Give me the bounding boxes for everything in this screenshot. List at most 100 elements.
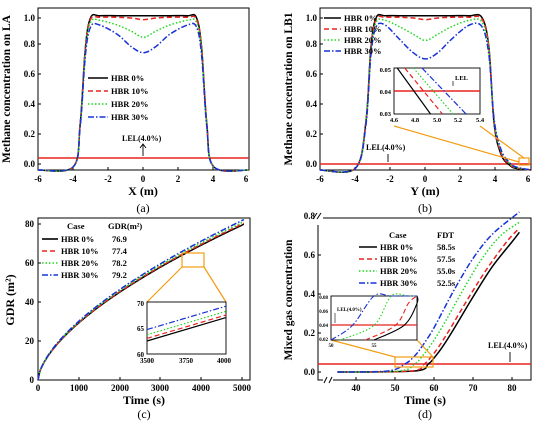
panel-c-y-ticks: 0 20 40 60 80 — [25, 219, 35, 385]
legend-label: HBR 10% — [380, 254, 418, 264]
legend-label: HBR 30% — [344, 46, 382, 56]
panel-d-zoom-box — [394, 356, 434, 368]
legend-label: HBR 20% — [61, 258, 99, 268]
legend-value: 58.5s — [437, 242, 456, 252]
panel-d-inset-ytick: 0.04 — [319, 324, 328, 329]
panel-d-series — [337, 211, 520, 373]
legend-value: 55.0s — [437, 266, 456, 276]
panel-c-ytick: 20 — [25, 336, 35, 346]
panel-b-y-ticks: 0.0 0.2 0.4 0.6 0.8 1.0 — [306, 13, 318, 169]
legend-label: HBR 30% — [380, 278, 418, 288]
panel-d-ytick: 0.8 — [304, 211, 316, 221]
panel-b-series-hbr30-line — [319, 22, 532, 173]
panel-d-ytick: 0.0 — [304, 367, 316, 377]
panel-d-axis-break-bottom-mark — [323, 376, 333, 384]
panel-b-zoom-connector — [393, 125, 525, 163]
panel-c-series-hbr10-line — [37, 222, 245, 381]
panel-c-inset-ytick: 70 — [137, 300, 145, 308]
panel-b-ytick: 0.6 — [306, 69, 318, 79]
panel-a-ytick: 0.4 — [24, 99, 36, 109]
legend-label: HBR 30% — [111, 112, 149, 122]
panel-c-xtick: 0 — [36, 383, 41, 393]
panel-c-xtick: 3000 — [151, 383, 170, 393]
panel-d-axis-break-top — [314, 211, 323, 225]
panel-c-series-hbr20-line — [37, 220, 245, 381]
panel-a-caption: (a) — [136, 201, 149, 215]
legend-label: HBR 20% — [344, 35, 382, 45]
legend-value: 79.2 — [112, 270, 127, 280]
panel-d-ytick: 0.6 — [304, 250, 316, 260]
panel-d-ylabel: Mixed gas concentration — [283, 239, 295, 360]
panel-b-ylabel: Methane concentration on LB1 — [283, 12, 295, 165]
panel-b-caption: (b) — [418, 201, 432, 215]
panel-b-inset-xtick: 5.4 — [476, 117, 485, 124]
panel-b-inset: LEL 0.05 0.04 0.03 4.6 4.8 5.0 5.2 5.4 — [380, 67, 485, 124]
panel-d-axis-break-top-mark — [312, 212, 322, 220]
legend-label: HBR 20% — [111, 99, 149, 109]
panel-d-series-hbr10-line — [337, 227, 520, 373]
panel-c-inset-line-hbr10 — [146, 314, 227, 339]
panel-a-ytick: 0.0 — [24, 159, 36, 169]
panel-c-frame — [37, 217, 251, 381]
panel-c-series-hbr30-line — [37, 218, 245, 381]
panel-d-inset: LEL(4.0%) 0.08 0.06 0.04 0.02 50 55 — [319, 293, 419, 349]
panel-b-inset-xtick: 4.6 — [390, 117, 399, 124]
panel-c-inset-xtick: 4000 — [217, 357, 232, 365]
panel-c-caption: (c) — [137, 407, 150, 421]
panel-d-inset-line-hbr30 — [330, 293, 417, 341]
panel-a-lel-label: LEL(4.0%) — [122, 134, 162, 143]
panel-d-series-hbr0-line — [337, 231, 520, 373]
panel-b-inset-line-hbr10 — [404, 67, 443, 115]
panel-a-ytick: 0.8 — [24, 39, 36, 49]
panel-d-y-ticks: 0.0 0.2 0.4 0.6 0.8 — [304, 211, 316, 377]
panel-a-ylabel: Methane concentration on LA — [1, 14, 13, 163]
panel-a-xtick: 2 — [176, 174, 181, 184]
legend-label: HBR 0% — [344, 13, 377, 23]
panel-d-frame — [317, 217, 532, 381]
panel-a-xtick: 4 — [211, 174, 216, 184]
panel-d-tick-marks — [318, 254, 513, 380]
panel-a-xtick: 6 — [244, 174, 249, 184]
panel-c-ytick: 0 — [30, 375, 35, 385]
legend-label: HBR 0% — [111, 73, 144, 83]
legend-value: 76.9 — [112, 234, 127, 244]
panel-c-inset-line-hbr0 — [146, 317, 227, 342]
panel-b-xtick: -6 — [316, 174, 324, 184]
panel-a-series — [37, 13, 250, 172]
panel-d-x-ticks: 40 50 60 70 80 — [352, 383, 518, 393]
panel-b-series-hbr10-line — [319, 15, 532, 174]
panel-b-series — [319, 13, 532, 174]
panel-d-inset-ytick: 0.08 — [319, 296, 328, 301]
panel-c-xtick: 2000 — [111, 383, 130, 393]
panel-d-legend-header-value: FDT — [437, 230, 454, 240]
panel-c-ytick: 60 — [25, 258, 35, 268]
legend-label: HBR 10% — [344, 24, 382, 34]
legend-label: HBR 30% — [61, 270, 99, 280]
legend-label: HBR 20% — [380, 266, 418, 276]
panel-b-ytick: 0.4 — [306, 99, 318, 109]
panel-a-ytick: 0.6 — [24, 69, 36, 79]
panel-d-inset-line-hbr0 — [373, 295, 419, 341]
panel-d-inset-frame — [330, 295, 418, 341]
panel-c-series — [37, 218, 245, 381]
panel-d-xtick: 50 — [391, 383, 401, 393]
panel-d-lel-label: LEL(4.0%) — [488, 341, 528, 350]
panel-b-xtick: 0 — [423, 174, 428, 184]
panel-c-x-ticks: 0 1000 2000 3000 4000 5000 — [36, 383, 252, 393]
panel-d-xtick: 80 — [508, 383, 518, 393]
panel-d-legend: Case FDT HBR 0% 58.5s HBR 10% 57.5s HBR … — [359, 230, 456, 288]
panel-a: Methane concentration on LA X (m) (a) -6… — [1, 7, 250, 215]
panel-b-xtick: 4 — [493, 174, 498, 184]
panel-d-legend-header-case: Case — [389, 230, 407, 240]
panel-b-inset-line-hbr0 — [396, 67, 432, 115]
panel-b-inset-line-hbr30 — [421, 67, 467, 115]
panel-a-y-ticks: 0.0 0.2 0.4 0.6 0.8 1.0 — [24, 13, 36, 169]
panel-b-ytick: 0.2 — [306, 129, 318, 139]
panel-c-inset-ytick: 65 — [137, 325, 145, 333]
panel-b-xtick: -4 — [351, 174, 359, 184]
legend-value: 57.5s — [437, 254, 456, 264]
panel-d-inset-line-hbr10 — [365, 295, 418, 341]
panel-c-inset-xtick: 3500 — [140, 357, 155, 365]
legend-label: HBR 0% — [61, 234, 94, 244]
